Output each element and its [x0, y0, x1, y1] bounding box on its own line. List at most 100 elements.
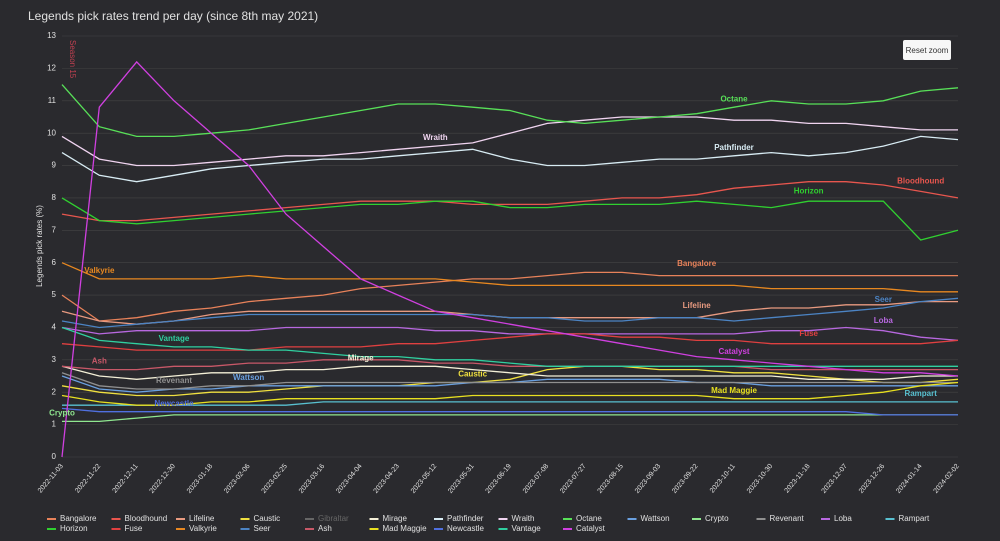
- legend-item[interactable]: Catalyst: [563, 524, 606, 533]
- y-tick-label: 0: [52, 452, 57, 461]
- series-line: [61, 60, 959, 458]
- legend-item[interactable]: Crypto: [692, 514, 729, 523]
- legend-item[interactable]: Newcastle: [434, 524, 484, 533]
- x-tick-label: 2023-10-11: [709, 463, 737, 495]
- season-annotation: Season 15: [68, 40, 77, 79]
- legend-label: Horizon: [60, 524, 88, 533]
- series-line: [61, 84, 959, 138]
- series-label: Wattson: [233, 373, 264, 382]
- x-tick-label: 2022-12-30: [149, 463, 177, 495]
- x-tick-label: 2024-02-02: [933, 463, 961, 495]
- legend-item[interactable]: Valkyrie: [176, 524, 217, 533]
- x-tick-label: 2023-02-06: [223, 463, 251, 495]
- x-tick-label: 2023-04-23: [373, 463, 401, 495]
- legend-item[interactable]: Lifeline: [176, 514, 215, 523]
- x-tick-label: 2023-07-08: [522, 463, 550, 495]
- legend-label: Catalyst: [576, 524, 606, 533]
- y-tick-label: 7: [52, 225, 57, 234]
- series-line: [62, 401, 958, 406]
- x-tick-label: 2023-10-30: [746, 463, 774, 495]
- legend-item[interactable]: Bloodhound: [111, 514, 168, 523]
- x-tick-label: 2023-04-04: [335, 463, 363, 495]
- x-tick-label: 2023-12-26: [858, 463, 886, 495]
- series-label: Rampart: [904, 389, 937, 398]
- series-line: [61, 326, 959, 342]
- legend-item[interactable]: Ash: [305, 524, 332, 533]
- series-label: Bangalore: [677, 259, 717, 268]
- series-label: Seer: [875, 295, 892, 304]
- legend-item[interactable]: Wraith: [498, 514, 535, 523]
- x-tick-label: 2022-12-11: [112, 463, 140, 495]
- x-tick-label: 2023-12-07: [821, 463, 849, 495]
- series-label: Loba: [874, 316, 894, 325]
- legend-item[interactable]: Octane: [563, 514, 602, 523]
- legend-label: Rampart: [899, 514, 930, 523]
- y-axis-title: Legends pick rates (%): [35, 205, 44, 287]
- series-line: [61, 365, 958, 380]
- series-line: [61, 359, 958, 371]
- x-tick-label: 2022-11-03: [37, 463, 65, 495]
- legend-item[interactable]: Revenant: [756, 514, 805, 523]
- legend-item[interactable]: Mirage: [369, 514, 408, 523]
- x-tick-label: 2023-08-15: [597, 463, 625, 495]
- legend-label: Mirage: [383, 514, 408, 523]
- series-line: [61, 135, 959, 183]
- series-line: [61, 333, 959, 351]
- series-line: [61, 297, 959, 329]
- y-tick-label: 13: [47, 31, 56, 40]
- series-line: [61, 181, 959, 222]
- y-tick-label: 3: [52, 355, 57, 364]
- x-tick-label: 2023-03-16: [298, 463, 326, 495]
- series-label: Crypto: [49, 408, 75, 417]
- y-tick-label: 10: [47, 128, 56, 137]
- legend-item[interactable]: Horizon: [47, 524, 88, 533]
- legend-item[interactable]: Vantage: [498, 524, 542, 533]
- legend-item[interactable]: Loba: [821, 514, 852, 523]
- legend-label: Seer: [254, 524, 271, 533]
- legend-label: Ash: [318, 524, 332, 533]
- series-label: Catalyst: [718, 347, 749, 356]
- x-tick-label: 2022-11-22: [74, 463, 102, 495]
- series-label: Mad Maggie: [711, 386, 757, 395]
- series-label: Lifeline: [683, 301, 712, 310]
- series-line: [61, 116, 958, 167]
- legend-item[interactable]: Wattson: [627, 514, 670, 523]
- legend-item[interactable]: Mad Maggie: [369, 524, 428, 533]
- legend-label: Gibraltar: [318, 514, 349, 523]
- reset-zoom-button[interactable]: Reset zoom: [903, 40, 951, 60]
- series-line: [61, 271, 958, 322]
- legend-item[interactable]: Rampart: [885, 514, 930, 523]
- x-tick-label: 2024-01-14: [895, 463, 923, 495]
- series-line: [61, 262, 958, 293]
- x-tick-label: 2023-01-18: [186, 463, 214, 495]
- y-tick-label: 6: [52, 258, 57, 267]
- legend-label: Octane: [576, 514, 602, 523]
- legend-item[interactable]: Seer: [240, 524, 271, 533]
- y-tick-label: 1: [52, 420, 57, 429]
- series-label: Revenant: [156, 376, 192, 385]
- y-tick-label: 8: [52, 193, 57, 202]
- legend-item[interactable]: Caustic: [240, 514, 281, 523]
- y-tick-label: 2: [52, 387, 57, 396]
- series-label: Newcastle: [154, 399, 194, 408]
- series-line: [61, 372, 958, 390]
- legend-label: Newcastle: [447, 524, 484, 533]
- series-label: Valkyrie: [84, 266, 115, 275]
- x-tick-label: 2023-06-19: [485, 463, 513, 495]
- x-tick-label: 2023-07-27: [559, 463, 587, 495]
- legend-item[interactable]: Bangalore: [47, 514, 97, 523]
- series-label: Vantage: [159, 334, 190, 343]
- y-tick-label: 11: [48, 96, 57, 105]
- legend-label: Lifeline: [189, 514, 215, 523]
- legend-label: Wattson: [641, 514, 670, 523]
- y-tick-label: 9: [52, 161, 57, 170]
- y-tick-label: 12: [47, 63, 56, 72]
- legend-label: Fuse: [125, 524, 143, 533]
- x-tick-label: 2023-05-12: [410, 463, 438, 495]
- legend-item[interactable]: Fuse: [111, 524, 143, 533]
- legend-item[interactable]: Pathfinder: [434, 514, 484, 523]
- legend-label: Revenant: [770, 514, 805, 523]
- legend-item[interactable]: Gibraltar: [305, 514, 349, 523]
